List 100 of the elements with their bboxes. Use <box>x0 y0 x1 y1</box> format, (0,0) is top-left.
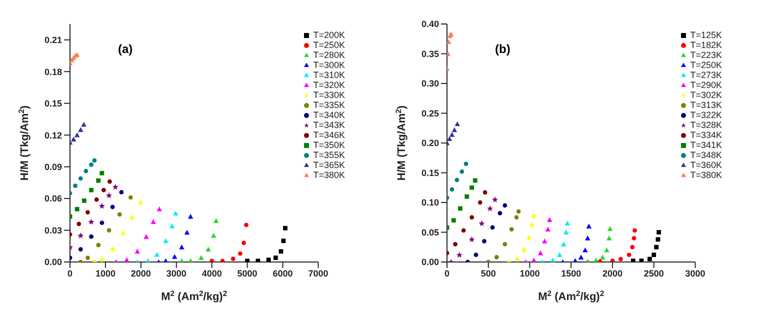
point <box>456 252 462 258</box>
point <box>564 220 570 226</box>
point <box>74 206 80 212</box>
legend-label: T=355K <box>313 150 345 160</box>
point <box>110 204 115 210</box>
legend-label: T=334K <box>690 130 722 140</box>
point <box>453 242 458 246</box>
point <box>515 256 520 262</box>
point <box>98 202 105 209</box>
x-tick-label: 3000 <box>166 268 186 278</box>
point <box>172 254 178 259</box>
point <box>220 258 225 262</box>
y-tick-label: 0.30 <box>421 78 439 89</box>
point <box>586 224 592 228</box>
x-tick-label: 2000 <box>130 268 151 278</box>
point <box>173 210 178 216</box>
point <box>556 252 562 258</box>
y-tick-label: 0.21 <box>44 35 62 46</box>
point <box>283 226 288 230</box>
point <box>656 230 662 234</box>
point <box>86 256 90 260</box>
point <box>639 258 644 262</box>
point <box>454 121 460 126</box>
point <box>502 203 508 208</box>
x-tick-label: 2500 <box>644 268 664 278</box>
point <box>108 179 112 184</box>
point <box>538 250 544 256</box>
x-tick-label: 2000 <box>602 268 622 278</box>
point <box>88 218 94 225</box>
point <box>100 170 104 176</box>
legend-label: T=250K <box>690 60 722 70</box>
point <box>106 192 112 198</box>
point <box>458 206 462 211</box>
point <box>494 255 499 260</box>
point <box>461 228 466 233</box>
point <box>630 258 636 262</box>
point <box>89 234 94 239</box>
point <box>526 235 532 242</box>
point <box>213 218 219 223</box>
x-tick-label: 500 <box>480 268 496 278</box>
legend-label: T=320K <box>313 80 345 90</box>
legend-label: T=300K <box>313 60 345 70</box>
legend-label: T=223K <box>690 50 722 60</box>
point <box>550 258 556 262</box>
point <box>96 242 101 248</box>
y-tick-label: 0.09 <box>44 162 62 172</box>
point <box>486 205 494 212</box>
point <box>502 242 508 246</box>
point <box>78 127 84 132</box>
legend-label: T=348K <box>690 150 722 160</box>
point <box>600 254 606 260</box>
point <box>610 258 615 262</box>
point <box>89 162 94 167</box>
x-axis-title: M$^{2}$ (Am$^{2}$/kg)$^{2}$ <box>538 288 604 303</box>
point <box>81 122 86 127</box>
point <box>546 217 552 222</box>
point <box>492 196 498 202</box>
point <box>632 228 638 233</box>
point <box>89 188 94 192</box>
point <box>564 230 569 234</box>
legend-label: T=125K <box>690 30 722 40</box>
legend-label: T=360K <box>690 160 722 170</box>
point <box>244 222 248 228</box>
point <box>92 158 97 163</box>
y-tick-label: 0.25 <box>421 108 439 118</box>
point <box>656 237 660 242</box>
point <box>130 214 134 220</box>
point <box>112 184 118 190</box>
x-axis-title: M$^{2}$ (Am$^{2}$/kg)$^{2}$ <box>161 288 228 303</box>
legend-label: T=313K <box>690 100 722 110</box>
point <box>654 244 659 250</box>
point <box>94 197 99 202</box>
point <box>478 220 485 226</box>
point <box>482 190 488 195</box>
point <box>532 213 536 220</box>
point <box>478 200 482 205</box>
point <box>238 251 242 256</box>
point <box>482 238 486 244</box>
point <box>134 248 140 254</box>
legend-label: T=280K <box>313 50 345 60</box>
point <box>630 244 635 250</box>
x-tick-label: 5000 <box>237 268 258 278</box>
y-tick-label: 0.05 <box>421 227 439 238</box>
x-tick-label: 1000 <box>520 268 540 278</box>
point <box>470 215 474 220</box>
point <box>184 230 190 235</box>
x-tick-label: 0 <box>444 268 450 278</box>
legend-label: T=346K <box>313 130 345 140</box>
point <box>169 223 175 228</box>
point <box>70 136 76 142</box>
legend-label: T=330K <box>313 90 345 100</box>
point <box>530 222 534 228</box>
y-tick-label: 0.40 <box>421 19 439 30</box>
x-tick-label: 0 <box>67 268 73 278</box>
point <box>144 234 149 239</box>
y-tick-label: 0.10 <box>421 198 439 208</box>
legend-label: T=380K <box>690 170 722 180</box>
point <box>470 185 474 190</box>
point <box>101 188 106 192</box>
y-tick-label: 0.06 <box>44 194 62 204</box>
